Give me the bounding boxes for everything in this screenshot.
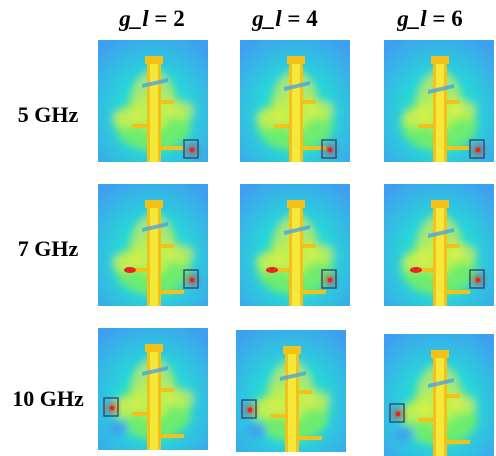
highlight-box bbox=[469, 269, 485, 289]
field-map-7ghz-gl4 bbox=[240, 184, 350, 306]
column-header-2-value: = 4 bbox=[281, 6, 318, 31]
field-map-graphic bbox=[240, 184, 350, 306]
field-map-7ghz-gl2 bbox=[98, 184, 208, 306]
column-header-1-value: = 2 bbox=[148, 6, 185, 31]
field-map-graphic bbox=[384, 184, 494, 306]
column-header-3-symbol: g_l bbox=[397, 6, 427, 31]
field-map-10ghz-gl4 bbox=[236, 330, 346, 452]
column-header-1-symbol: g_l bbox=[119, 6, 149, 31]
column-header-2-symbol: g_l bbox=[252, 6, 282, 31]
highlight-box bbox=[389, 403, 405, 423]
field-map-graphic bbox=[384, 334, 494, 456]
highlight-box bbox=[469, 139, 485, 159]
field-map-5ghz-gl6 bbox=[384, 40, 494, 162]
field-map-10ghz-gl6 bbox=[384, 334, 494, 456]
field-map-10ghz-gl2 bbox=[98, 328, 208, 450]
column-header-2: g_l = 4 bbox=[225, 6, 345, 32]
highlight-box bbox=[183, 269, 199, 289]
field-map-graphic bbox=[384, 40, 494, 162]
field-map-graphic bbox=[98, 40, 208, 162]
field-map-7ghz-gl6 bbox=[384, 184, 494, 306]
highlight-box bbox=[183, 139, 199, 159]
field-map-graphic bbox=[240, 40, 350, 162]
field-map-5ghz-gl4 bbox=[240, 40, 350, 162]
field-map-graphic bbox=[98, 184, 208, 306]
highlight-box bbox=[321, 269, 337, 289]
row-header-7ghz: 7 GHz bbox=[17, 236, 79, 261]
column-header-1: g_l = 2 bbox=[92, 6, 212, 32]
row-header-5ghz: 5 GHz bbox=[17, 102, 79, 127]
column-header-3: g_l = 6 bbox=[370, 6, 490, 32]
highlight-box bbox=[103, 397, 119, 417]
highlight-box bbox=[321, 139, 337, 159]
field-map-graphic bbox=[98, 328, 208, 450]
row-header-10ghz: 10 GHz bbox=[12, 386, 84, 411]
column-header-3-value: = 6 bbox=[426, 6, 463, 31]
field-map-graphic bbox=[236, 330, 346, 452]
field-map-5ghz-gl2 bbox=[98, 40, 208, 162]
highlight-box bbox=[241, 399, 257, 419]
